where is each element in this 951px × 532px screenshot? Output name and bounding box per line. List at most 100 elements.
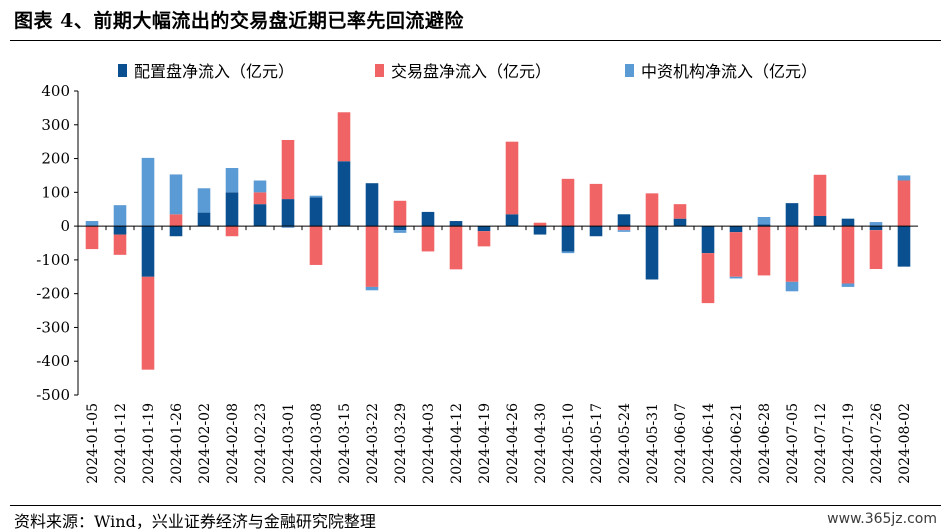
- x-tick-label: 2024-04-26: [505, 403, 521, 484]
- bar-2024-06-21-series-0: [729, 226, 743, 233]
- watermark: www.365jz.com: [827, 511, 937, 527]
- bar-2024-01-26-series-2: [169, 174, 183, 215]
- x-tick-label: 2024-02-23: [253, 403, 269, 484]
- x-tick-label: 2024-06-28: [757, 403, 773, 484]
- bar-2024-01-12-series-2: [113, 205, 127, 227]
- legend-swatch: [375, 64, 384, 77]
- bar-2024-03-22-series-0: [365, 183, 379, 227]
- legend-swatch: [118, 64, 127, 77]
- bar-2024-08-02-series-1: [897, 180, 911, 227]
- x-tick-label: 2024-03-22: [365, 403, 381, 484]
- bar-2024-07-26-series-0: [869, 226, 883, 231]
- bar-2024-04-26-series-1: [505, 141, 519, 215]
- legend-label: 配置盘净流入（亿元）: [134, 62, 294, 81]
- bar-2024-04-26-series-0: [505, 214, 519, 227]
- bar-2024-01-19-series-1: [141, 276, 155, 370]
- bar-2024-07-19-series-2: [841, 283, 855, 287]
- x-tick-label: 2024-01-26: [169, 403, 185, 484]
- bar-2024-05-17-series-0: [589, 226, 603, 237]
- y-tick-label: 200: [41, 150, 70, 168]
- bar-2024-01-05-series-1: [85, 226, 99, 250]
- bar-2024-06-28-series-0: [757, 224, 771, 227]
- source-note: 资料来源：Wind，兴业证券经济与金融研究院整理: [14, 512, 376, 531]
- bar-2024-01-12-series-1: [113, 234, 127, 255]
- bar-2024-02-08-series-2: [225, 168, 239, 193]
- bar-2024-06-28-series-1: [757, 226, 771, 276]
- bar-2024-03-01-series-1: [281, 139, 295, 200]
- y-tick-label: 300: [41, 116, 70, 134]
- bar-2024-02-02-series-0: [197, 212, 211, 227]
- bar-2024-03-08-series-0: [309, 197, 323, 227]
- bar-2024-03-29-series-2: [393, 230, 407, 233]
- bar-2024-01-12-series-0: [113, 226, 127, 235]
- bar-2024-01-05-series-2: [85, 221, 99, 227]
- bar-2024-03-01-series-2: [281, 226, 295, 228]
- bar-2024-07-05-series-1: [785, 226, 799, 282]
- axes: 400 300 200 100 0 -100 -200 -300 -400 -500 2024-01…: [36, 82, 918, 484]
- bar-2024-07-26-series-1: [869, 230, 883, 269]
- legend: 配置盘净流入（亿元） 交易盘净流入（亿元） 中资机构净流入（亿元）: [118, 62, 817, 81]
- bar-2024-05-10-series-1: [561, 178, 575, 227]
- legend-item-2: 中资机构净流入（亿元）: [625, 62, 817, 81]
- bar-2024-08-02-series-0: [897, 226, 911, 267]
- bar-2024-08-02-series-2: [897, 175, 911, 181]
- legend-swatch: [625, 64, 634, 77]
- bar-2024-02-23-series-1: [253, 192, 267, 205]
- x-tick-label: 2024-03-08: [309, 403, 325, 484]
- bar-2024-07-05-series-0: [785, 203, 799, 227]
- bar-2024-07-05-series-2: [785, 281, 799, 292]
- x-tick-label: 2024-03-01: [281, 403, 297, 484]
- bar-2024-07-12-series-1: [813, 174, 827, 216]
- y-tick-label: -500: [36, 386, 70, 404]
- bar-2024-01-19-series-2: [141, 157, 155, 227]
- x-tick-label: 2024-05-31: [645, 403, 661, 484]
- bar-2024-04-12-series-1: [449, 226, 463, 270]
- bar-2024-04-30-series-1: [533, 222, 547, 227]
- bar-2024-03-22-series-1: [365, 226, 379, 287]
- bar-2024-04-30-series-0: [533, 226, 547, 235]
- bar-2024-04-03-series-1: [421, 226, 435, 252]
- bar-2024-06-21-series-1: [729, 232, 743, 277]
- x-tick-label: 2024-07-12: [813, 403, 829, 484]
- legend-item-1: 交易盘净流入（亿元）: [375, 62, 551, 81]
- bar-2024-03-01-series-0: [281, 199, 295, 227]
- bar-2024-02-08-series-1: [225, 226, 239, 237]
- title-divider: [10, 40, 941, 41]
- x-tick-label: 2024-04-30: [533, 403, 549, 484]
- bar-2024-04-03-series-0: [421, 211, 435, 227]
- x-tick-label: 2024-04-19: [477, 403, 493, 484]
- bar-2024-06-14-series-1: [701, 253, 715, 304]
- bar-2024-02-08-series-0: [225, 192, 239, 227]
- bar-2024-07-19-series-0: [841, 218, 855, 227]
- legend-label: 交易盘净流入（亿元）: [391, 62, 551, 81]
- bars: [85, 112, 911, 370]
- bar-2024-04-19-series-0: [477, 226, 491, 232]
- legend-item-0: 配置盘净流入（亿元）: [118, 62, 294, 81]
- bar-2024-05-31-series-0: [645, 226, 659, 280]
- x-tick-label: 2024-02-08: [225, 403, 241, 484]
- x-tick-label: 2024-01-19: [141, 403, 157, 484]
- bar-2024-01-19-series-0: [141, 226, 155, 277]
- bar-2024-03-22-series-2: [365, 286, 379, 291]
- bar-2024-02-23-series-0: [253, 204, 267, 227]
- y-tick-label: -300: [36, 318, 70, 336]
- y-tick-label: 400: [41, 82, 70, 100]
- x-tick-label: 2024-04-03: [421, 403, 437, 484]
- bar-2024-05-24-series-2: [617, 230, 631, 232]
- bar-2024-01-26-series-1: [169, 214, 183, 227]
- x-tick-label: 2024-03-15: [337, 403, 353, 484]
- bar-2024-03-08-series-1: [309, 226, 323, 265]
- chart-title: 图表 4、前期大幅流出的交易盘近期已率先回流避险: [14, 10, 464, 32]
- bar-2024-05-24-series-1: [617, 226, 631, 231]
- x-tick-label: 2024-05-24: [617, 403, 633, 484]
- bar-2024-03-15-series-1: [337, 112, 351, 162]
- bar-2024-06-07-series-1: [673, 204, 687, 219]
- y-tick-label: -100: [36, 251, 70, 269]
- stacked-bar-chart: 配置盘净流入（亿元） 交易盘净流入（亿元） 中资机构净流入（亿元） 400 300 20…: [36, 62, 918, 484]
- x-tick-label: 2024-07-26: [869, 403, 885, 484]
- bar-2024-07-26-series-2: [869, 222, 883, 227]
- x-tick-label: 2024-01-12: [113, 403, 129, 484]
- x-tick-label: 2024-06-07: [673, 403, 689, 484]
- bar-2024-06-07-series-0: [673, 218, 687, 227]
- bar-2024-02-02-series-2: [197, 188, 211, 213]
